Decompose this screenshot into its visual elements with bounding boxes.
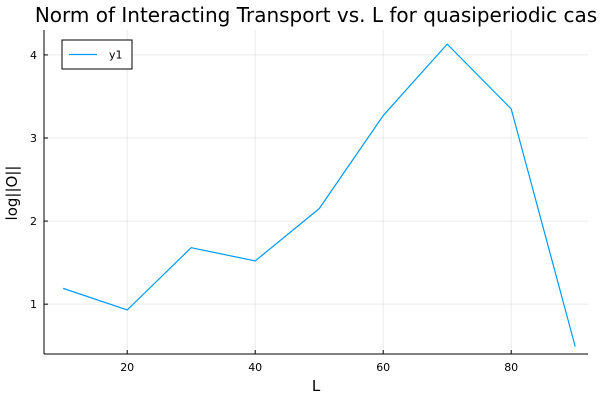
- tick-labels: 20 40 60 80 1 2 3 4: [30, 49, 518, 374]
- grid: [44, 30, 588, 354]
- y-tick-label: 1: [30, 298, 37, 311]
- x-tick-label: 80: [504, 361, 518, 374]
- legend: y1: [61, 39, 133, 70]
- chart-title: Norm of Interacting Transport vs. L for …: [35, 3, 597, 27]
- data-point: [318, 207, 321, 210]
- y-tick-label: 2: [30, 215, 37, 228]
- data-point: [574, 345, 577, 348]
- series-lines: [62, 43, 577, 348]
- data-point: [190, 246, 193, 249]
- data-point: [510, 107, 513, 110]
- x-tick-label: 40: [248, 361, 262, 374]
- data-point: [126, 308, 129, 311]
- legend-label: y1: [109, 49, 123, 62]
- series-line-y1: [63, 43, 576, 347]
- data-point: [446, 43, 449, 46]
- y-tick-label: 4: [30, 49, 37, 62]
- x-axis-label: L: [312, 377, 321, 395]
- x-tick-label: 60: [376, 361, 390, 374]
- data-point: [62, 287, 65, 290]
- x-tick-label: 20: [120, 361, 134, 374]
- data-point: [382, 114, 385, 117]
- axes: [43, 30, 588, 355]
- y-tick-label: 3: [30, 132, 37, 145]
- y-axis-label: log||O||: [3, 166, 21, 221]
- data-point: [254, 259, 257, 262]
